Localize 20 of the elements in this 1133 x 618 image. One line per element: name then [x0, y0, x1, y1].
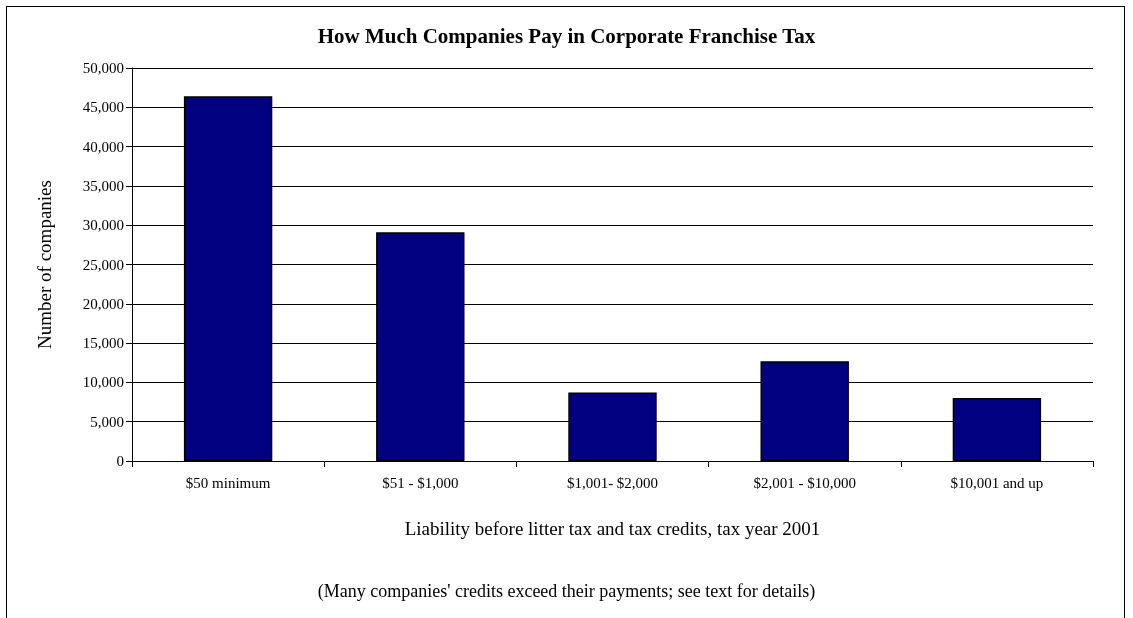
text: (Many companies' credits exceed their payments; see text for details)	[317, 581, 816, 602]
y-tick-label: 40,000	[82, 138, 124, 155]
y-tick-label: 35,000	[82, 177, 124, 194]
y-tick-label: 0	[116, 453, 124, 469]
x-tick-label: $1,001- $2,000	[566, 474, 659, 491]
y-tick-label: 20,000	[82, 295, 124, 312]
y-tick-label: 25,000	[82, 256, 124, 273]
y-tick-label: 10,000	[82, 374, 124, 391]
x-tick-label: $2,001 - $10,000	[753, 474, 856, 491]
x-tick-label: $10,001 and up	[950, 474, 1044, 491]
chart-title: How Much Companies Pay in Corporate Franchise Tax	[317, 23, 816, 48]
y-tick-label: 5,000	[90, 413, 124, 430]
x-tick-label: $50 minimum	[185, 474, 271, 491]
y-tick-label: 30,000	[82, 217, 124, 234]
x-tick-label: $51 - $1,000	[382, 474, 459, 491]
y-tick-label: 45,000	[82, 99, 124, 116]
y-tick-label: 50,000	[82, 60, 124, 76]
y-tick-label: 15,000	[82, 335, 124, 352]
x-axis-title: Liability before litter tax and tax credits, tax year 2001	[404, 518, 821, 539]
y-axis-title: Number of companies	[34, 180, 55, 349]
